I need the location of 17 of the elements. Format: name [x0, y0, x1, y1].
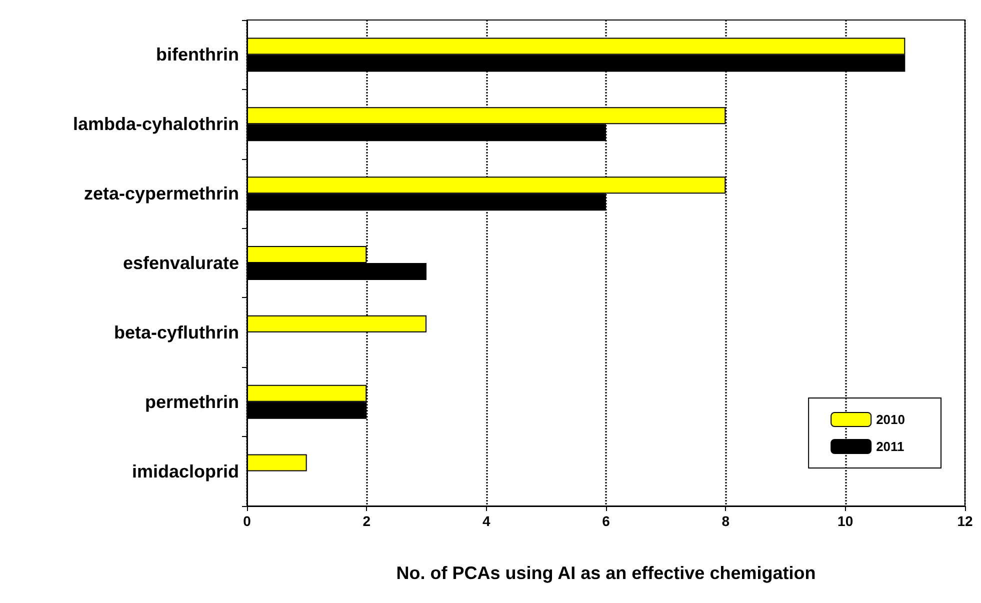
x-tick-label: 4 — [482, 513, 490, 529]
x-tick-label: 0 — [243, 513, 252, 529]
legend-label: 2010 — [876, 412, 905, 427]
x-axis-title: No. of PCAs using AI as an effective chemigation — [396, 563, 816, 583]
y-tick-label: beta-cyfluthrin — [114, 322, 239, 342]
x-tick-label: 10 — [838, 513, 854, 529]
x-tick-label: 6 — [602, 513, 610, 529]
legend-label: 2011 — [876, 439, 904, 454]
y-tick-label: esfenvalurate — [122, 253, 239, 273]
y-tick-label: imidacloprid — [132, 461, 239, 482]
y-tick-label: lambda-cyhalothrin — [72, 114, 239, 134]
y-tick-label: zeta-cypermethrin — [84, 184, 239, 204]
y-tick-label: bifenthrin — [156, 44, 239, 65]
x-tick-label: 2 — [362, 513, 371, 529]
y-tick-label: permethrin — [144, 392, 239, 412]
x-tick-label: 12 — [957, 513, 973, 529]
x-tick-label: 8 — [722, 513, 730, 529]
